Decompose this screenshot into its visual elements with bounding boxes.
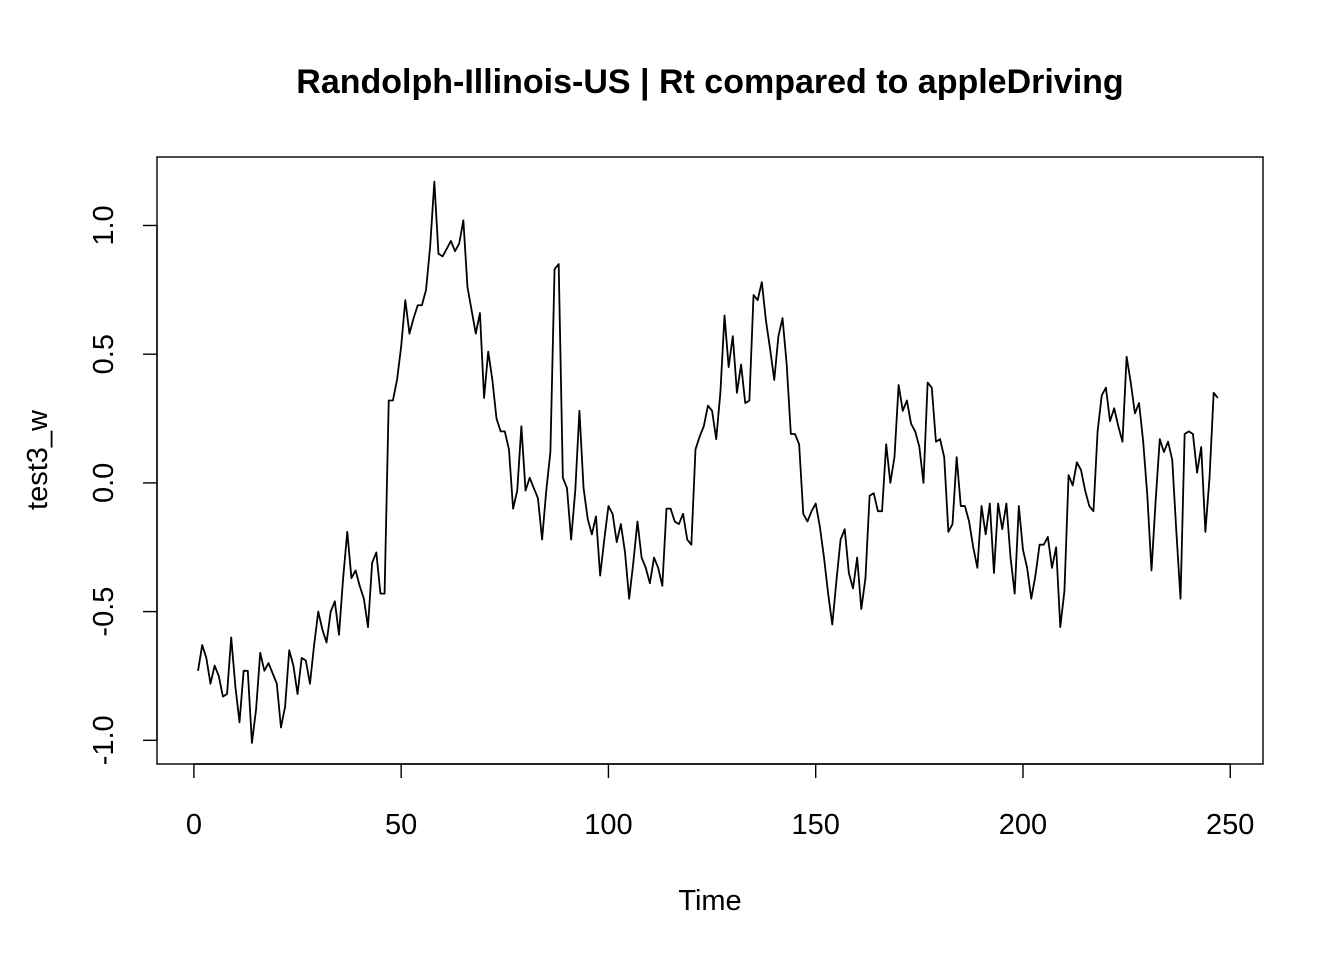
y-tick-label: 0.0 [88,463,120,503]
x-tick-label: 200 [999,809,1047,841]
y-tick-label: 0.5 [88,334,120,374]
plot-frame [156,156,1264,765]
y-axis-label: test3_w [22,409,54,510]
series-line [197,180,1219,744]
y-tick-label: -0.5 [88,587,120,637]
x-tick-label: 50 [385,809,417,841]
x-axis-label: Time [678,885,741,917]
y-axis: -1.0 -0.5 0.0 0.5 1.0 [88,205,158,765]
x-tick-label: 0 [186,809,202,841]
series-layer [197,180,1219,744]
x-tick-label: 100 [584,809,632,841]
y-tick-label: -1.0 [88,715,120,765]
y-tick-label: 1.0 [88,205,120,245]
x-tick-label: 150 [792,809,840,841]
chart-title: Randolph-Illinois-US | Rt compared to ap… [296,63,1123,101]
x-tick-label: 250 [1206,809,1254,841]
x-axis: 0 50 100 150 200 250 [186,763,1254,841]
